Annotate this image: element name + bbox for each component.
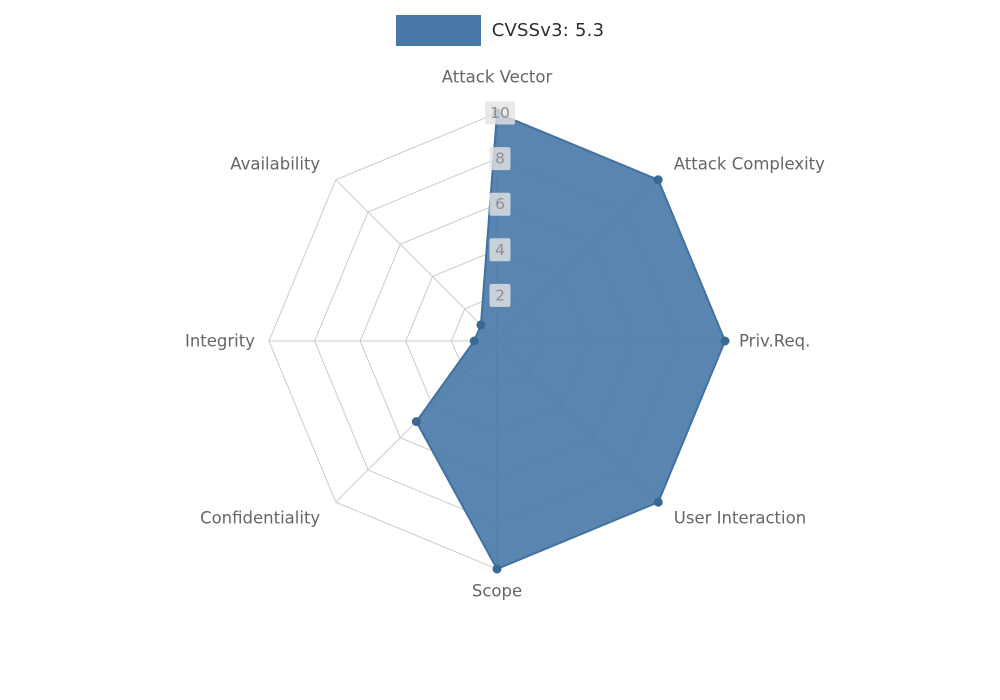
vertex-marker	[469, 336, 479, 346]
vertex-marker	[476, 320, 486, 330]
axis-label: Priv.Req.	[739, 332, 810, 351]
tick-label-bg	[489, 238, 511, 262]
axis-label: User Interaction	[674, 508, 806, 527]
tick-label: 2	[495, 286, 505, 304]
axis-label: Integrity	[185, 332, 255, 351]
tick-label: 10	[490, 104, 510, 122]
tick-label-bg	[489, 147, 511, 171]
tick-label-bg	[489, 192, 511, 216]
axis-label: Confidentiality	[200, 508, 320, 527]
vertex-marker	[411, 417, 421, 427]
tick-label: 6	[495, 195, 505, 213]
axis-spoke	[335, 179, 498, 342]
axis-label: Scope	[472, 582, 522, 601]
axis-label: Attack Vector	[442, 68, 553, 87]
tick-label: 4	[495, 241, 505, 259]
vertex-marker	[492, 564, 502, 574]
tick-label: 8	[495, 150, 505, 168]
tick-label-bg	[489, 283, 511, 307]
axis-label: Availability	[230, 155, 320, 174]
axis-label: Attack Complexity	[674, 155, 825, 174]
tick-label-bg	[485, 101, 515, 125]
vertex-marker	[720, 336, 730, 346]
vertex-marker	[653, 497, 663, 507]
vertex-marker	[653, 175, 663, 185]
